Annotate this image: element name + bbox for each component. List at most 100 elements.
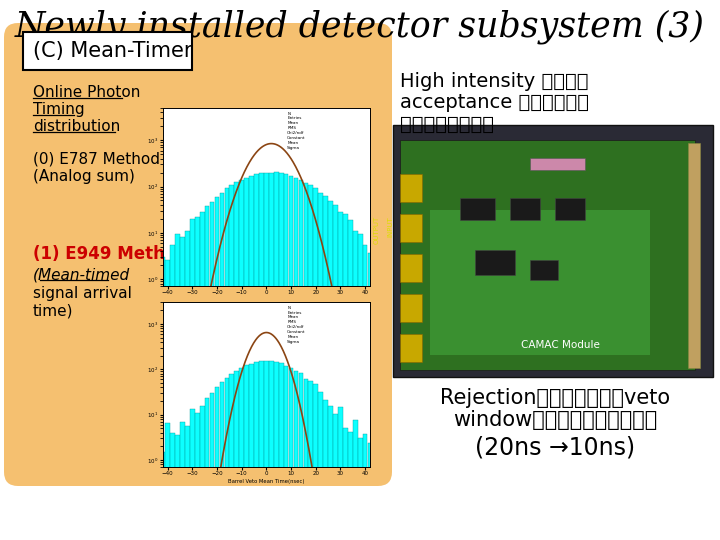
Text: CAMAC Module: CAMAC Module (521, 340, 600, 350)
Bar (180, 237, 185, 540)
Bar (400, 334, 422, 362)
Bar (353, 420, 358, 540)
Bar (161, 451, 165, 540)
Bar (239, 368, 244, 540)
Bar (279, 173, 284, 540)
Bar (166, 423, 170, 540)
Bar (166, 260, 170, 540)
Bar (343, 428, 348, 540)
Bar (274, 172, 279, 540)
Bar (215, 197, 220, 540)
Bar (348, 432, 353, 540)
Bar (400, 140, 695, 370)
Bar (175, 234, 180, 540)
X-axis label: Barrel Veto Mean Time(nsec): Barrel Veto Mean Time(nsec) (228, 479, 305, 484)
Bar (358, 234, 363, 540)
Text: (0) E787 Method: (0) E787 Method (33, 152, 160, 167)
Bar (393, 125, 713, 377)
Text: Timing: Timing (182, 307, 238, 325)
FancyBboxPatch shape (23, 32, 192, 70)
Bar (400, 174, 422, 202)
Bar (254, 174, 259, 540)
Bar (210, 201, 215, 540)
Bar (190, 219, 194, 540)
Bar (313, 384, 318, 540)
Bar (185, 231, 190, 540)
Bar (204, 399, 210, 540)
Text: N
Entries
Mean
RMS
Chi2/ndf
Constant
Mean
Sigma: N Entries Mean RMS Chi2/ndf Constant Mea… (287, 112, 305, 150)
Bar (204, 206, 210, 540)
Bar (230, 185, 234, 540)
Bar (249, 364, 254, 540)
Bar (249, 176, 254, 540)
Bar (368, 253, 372, 540)
Bar (210, 393, 215, 540)
Bar (239, 180, 244, 540)
Bar (289, 368, 294, 540)
Bar (318, 392, 323, 540)
Bar (368, 443, 372, 540)
Bar (308, 185, 313, 540)
Bar (328, 406, 333, 540)
Bar (348, 220, 353, 540)
Bar (294, 371, 298, 540)
Bar (175, 435, 180, 540)
Text: Online Photon: Online Photon (33, 85, 140, 100)
Text: Rejectionを保ったまま、veto: Rejectionを保ったまま、veto (440, 388, 670, 408)
Bar (195, 413, 199, 540)
Bar (294, 178, 298, 540)
Bar (195, 217, 199, 540)
Bar (230, 374, 234, 540)
Bar (264, 173, 269, 540)
Bar (235, 183, 239, 540)
Text: (1) E949 Method: (1) E949 Method (33, 245, 188, 263)
Bar (313, 188, 318, 540)
Bar (235, 371, 239, 540)
Text: N
Entries
Mean
RMS
Chi2/ndf
Constant
Mean
Sigma: N Entries Mean RMS Chi2/ndf Constant Mea… (287, 306, 305, 344)
Bar (688, 143, 700, 368)
Bar (269, 173, 274, 540)
Bar (180, 422, 185, 540)
Text: High intensity 環境下で: High intensity 環境下で (400, 72, 588, 91)
Text: Newly installed detector subsystem (3): Newly installed detector subsystem (3) (15, 10, 705, 44)
Bar (430, 210, 650, 355)
Bar (190, 409, 194, 540)
Bar (338, 212, 343, 540)
Bar (274, 362, 279, 540)
Bar (400, 294, 422, 322)
Bar (343, 214, 348, 540)
Bar (284, 174, 289, 540)
Text: (20ns →10ns): (20ns →10ns) (475, 435, 635, 459)
Bar (304, 183, 308, 540)
Bar (308, 381, 313, 540)
Bar (289, 176, 294, 540)
Text: (C) Mean-Timer: (C) Mean-Timer (33, 41, 192, 61)
Bar (510, 198, 540, 220)
Bar (220, 193, 225, 540)
Text: 失わない為の工夫: 失わない為の工夫 (400, 115, 494, 134)
Bar (225, 188, 229, 540)
Bar (220, 382, 225, 540)
Bar (200, 406, 204, 540)
Bar (475, 250, 515, 275)
Text: windowを狭くする事に成功。: windowを狭くする事に成功。 (453, 410, 657, 430)
Bar (333, 414, 338, 540)
Bar (338, 407, 343, 540)
Text: distribution: distribution (33, 119, 120, 134)
Bar (185, 426, 190, 540)
Bar (284, 366, 289, 540)
Bar (530, 260, 558, 280)
Bar (555, 198, 585, 220)
Text: INPUT
OUTPUT
INPUT: INPUT OUTPUT INPUT (360, 216, 393, 244)
Text: time): time) (33, 303, 73, 318)
Bar (363, 434, 367, 540)
Bar (225, 378, 229, 540)
Bar (400, 254, 422, 282)
Bar (400, 214, 422, 242)
Bar (333, 205, 338, 540)
Bar (279, 363, 284, 540)
Bar (323, 401, 328, 540)
Bar (328, 201, 333, 540)
Bar (170, 434, 175, 540)
Bar (530, 158, 585, 170)
